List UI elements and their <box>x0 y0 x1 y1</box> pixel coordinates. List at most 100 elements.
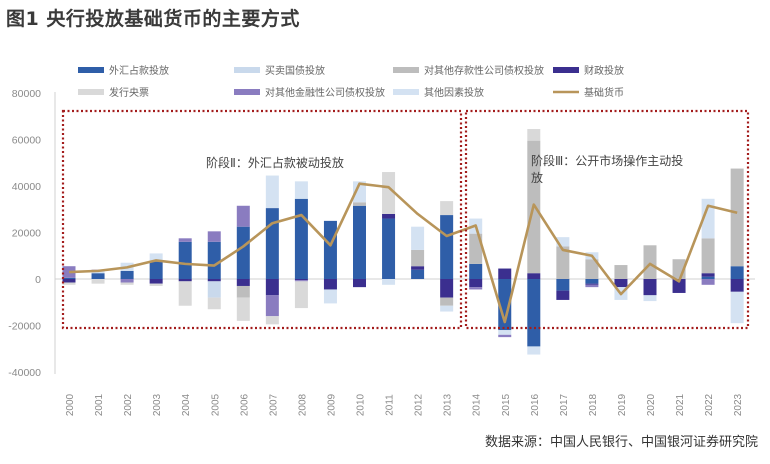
legend-label: 对其他存款性公司债权投放 <box>424 64 544 77</box>
bar-segment <box>178 279 192 282</box>
bar-segment <box>323 220 337 279</box>
bar-segment <box>440 305 454 312</box>
bar-segment <box>585 283 599 285</box>
bar-segment <box>469 263 483 279</box>
bar-segment <box>236 297 250 321</box>
bar-segment <box>382 172 396 214</box>
bar-segment <box>411 269 425 279</box>
bar-segment <box>614 279 628 288</box>
y-axis: 80000 60000 40000 20000 0 -20000 -40000 <box>8 88 56 379</box>
bar-segment <box>585 259 599 279</box>
figure-title: 图1 央行投放基础货币的主要方式 <box>6 8 300 30</box>
x-tick-label: 2007 <box>268 393 279 416</box>
bar-segment <box>353 181 366 203</box>
bar-segment <box>440 279 454 298</box>
bar-segment <box>294 281 308 309</box>
legend-label: 买卖国债投放 <box>265 64 325 77</box>
bar-segment <box>527 346 541 355</box>
bar-segment <box>411 226 425 250</box>
bar-segment <box>527 129 541 141</box>
bar-segment <box>265 295 279 317</box>
bar-segment <box>91 273 105 279</box>
legend-swatch <box>553 67 579 73</box>
phase-2-label: 阶段Ⅱ：外汇占款被动投放 <box>206 155 344 170</box>
legend-label: 其他因素投放 <box>424 86 484 99</box>
bar-segment <box>149 261 163 279</box>
legend-swatch <box>78 67 104 73</box>
bar-segment <box>701 198 715 239</box>
bar-segment <box>178 281 192 306</box>
phase-annotations: 阶段Ⅱ：外汇占款被动投放 阶段Ⅲ：公开市场操作主动投 放 <box>61 109 750 330</box>
bar-segment <box>120 282 134 285</box>
legend-label: 基础货币 <box>584 86 624 99</box>
bar-segment <box>382 279 396 285</box>
x-tick-label: 2017 <box>559 393 570 416</box>
bar-segment <box>440 215 454 279</box>
bar-segment <box>498 279 512 331</box>
y-tick-label: 80000 <box>12 88 41 100</box>
x-tick-label: 2010 <box>356 393 367 416</box>
bar-segment <box>236 226 250 279</box>
bar-segment <box>207 241 221 279</box>
data-source: 数据来源：中国人民银行、中国银河证券研究院 <box>484 435 758 450</box>
legend-swatch <box>393 67 419 73</box>
bar-segment <box>469 287 483 290</box>
legend-swatch <box>234 89 260 95</box>
bar-segment <box>294 198 308 279</box>
bar-segment <box>556 290 570 300</box>
bar-segment <box>149 279 163 284</box>
x-tick-label: 2006 <box>239 393 250 416</box>
bar-segment <box>382 218 396 279</box>
bar-segment <box>207 281 221 298</box>
bar-segment <box>730 266 744 279</box>
x-tick-label: 2014 <box>472 393 483 416</box>
x-tick-label: 2015 <box>501 393 512 416</box>
bar-segment <box>730 168 744 267</box>
bar-segment <box>294 279 308 281</box>
bar-segment <box>149 283 163 286</box>
bar-segment <box>236 205 250 227</box>
bar-segment <box>265 208 279 279</box>
bar-segment <box>353 202 366 206</box>
bar-segment <box>701 276 715 279</box>
legend-swatch <box>234 67 260 73</box>
legend-label: 外汇占款投放 <box>109 64 169 77</box>
legend-label: 对其他金融性公司债权投放 <box>265 86 385 99</box>
x-tick-label: 2008 <box>297 393 308 416</box>
bar-segment <box>411 266 425 270</box>
x-tick-label: 2012 <box>414 393 425 416</box>
bar-segment <box>353 205 366 279</box>
x-tick-label: 2011 <box>385 394 396 416</box>
bar-segment <box>265 175 279 209</box>
bar-segment <box>62 277 76 279</box>
legend-label: 财政投放 <box>584 64 624 77</box>
x-tick-label: 2020 <box>646 393 657 416</box>
bar-segment <box>498 334 512 338</box>
y-tick-label: 40000 <box>12 181 41 193</box>
x-tick-label: 2019 <box>617 393 628 416</box>
x-tick-label: 2005 <box>210 393 221 416</box>
y-tick-label: -40000 <box>8 367 41 379</box>
bar-segment <box>556 246 570 279</box>
bar-segment <box>498 268 512 279</box>
bar-segment <box>62 279 76 283</box>
bar-segment <box>614 265 628 279</box>
bar-segment <box>643 245 657 279</box>
bar-segment <box>323 289 337 304</box>
bar-segment <box>730 291 744 324</box>
y-tick-label: 20000 <box>12 228 41 240</box>
bar-segment <box>62 282 76 285</box>
bar-segment <box>527 279 541 347</box>
phase-3-label-line1: 阶段Ⅲ：公开市场操作主动投 <box>531 153 683 168</box>
x-tick-label: 2003 <box>152 393 163 416</box>
bar-segment <box>236 279 250 286</box>
bar-segment <box>91 279 105 284</box>
phase-3-label-line2: 放 <box>531 170 543 185</box>
bar-segment <box>701 238 715 274</box>
legend-label: 发行央票 <box>109 86 149 99</box>
bar-segment <box>440 297 454 306</box>
bar-segment <box>701 273 715 277</box>
bar-segment <box>440 201 454 216</box>
bar-segment <box>527 273 541 279</box>
